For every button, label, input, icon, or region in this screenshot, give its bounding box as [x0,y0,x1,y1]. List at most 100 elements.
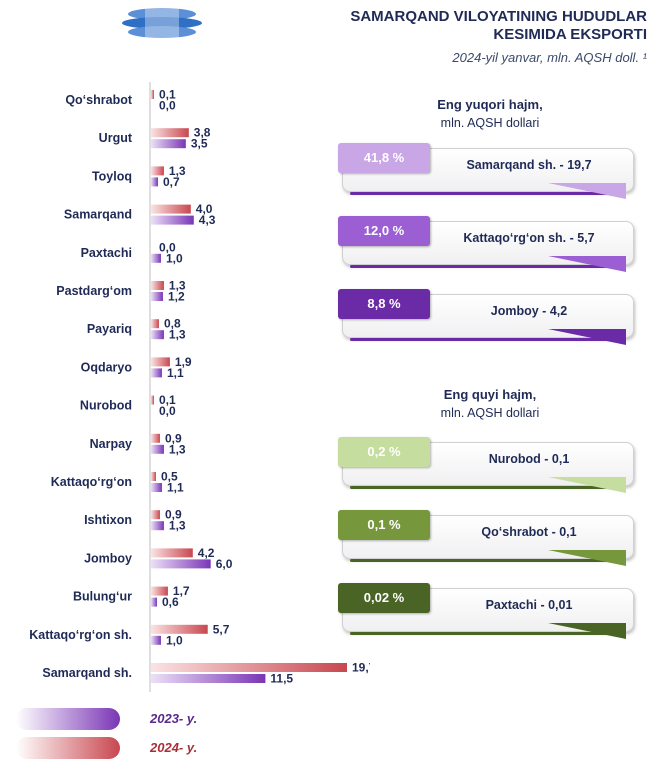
category-label: Narpay [90,437,132,451]
bar-2023 [151,253,161,263]
value-label-2024: 19,7 [352,661,370,675]
category-label: Samarqand sh. [42,666,132,680]
card-name: Nurobod - 0,1 [488,452,570,466]
bar-2024 [151,472,156,481]
card-tab-icon [548,256,626,272]
bar-2023 [151,177,158,187]
category-label: Nurobod [80,399,132,413]
bar-2024 [151,395,154,405]
value-label-2024: 0,5 [161,470,178,484]
card-tab-icon [548,550,626,566]
value-label-2023: 0,7 [163,175,180,189]
card-percent: 8,8 % [338,289,430,319]
card-tab-icon [548,329,626,345]
category-label: Oqdaryo [81,360,133,374]
card-name: Qo‘shrabot - 0,1 [481,525,577,539]
legend-swatch-2023 [16,708,120,730]
value-label-2024: 0,9 [165,431,182,445]
card-underline [350,265,620,268]
card-underline [350,486,620,489]
value-label-2023: 3,5 [191,137,208,151]
value-label-2024: 1,9 [175,355,192,369]
bar-2024 [151,90,154,99]
category-label: Urgut [99,131,133,145]
bar-2024 [151,357,170,367]
bar-2024 [151,510,160,520]
bar-2023 [151,559,211,569]
bottom-card-2: 0,1 % Qo‘shrabot - 0,1 [338,510,638,566]
top-section-heading: Eng yuqori hajm, mln. AQSH dollari [340,96,640,132]
value-label-2024: 1,7 [173,584,190,598]
value-label-2023: 1,3 [169,519,186,533]
value-label-2024: 0,1 [159,393,176,407]
bar-2023 [151,674,266,683]
bottom-heading-line-1: Eng quyi hajm, [443,387,537,402]
value-label-2024: 4,2 [198,546,215,560]
bar-2023 [151,521,164,531]
bar-2024 [151,281,164,290]
legend-swatch-2024 [16,737,120,759]
bar-2023 [151,597,157,607]
bottom-card-3: 0,02 % Paxtachi - 0,01 [338,583,638,639]
value-label-2023: 0,0 [159,99,176,113]
card-name: Jomboy - 4,2 [490,304,568,318]
card-percent: 12,0 % [338,216,430,246]
title-line-1: SAMARQAND VILOYATINING HUDUDLAR [350,8,647,25]
card-name: Samarqand sh. - 19,7 [466,158,592,172]
category-label: Kattaqo‘rg‘on sh. [29,628,132,642]
category-label: Toyloq [92,169,132,183]
category-label: Pastdarg‘om [56,284,132,298]
value-label-2023: 0,0 [159,404,176,418]
card-name: Paxtachi - 0,01 [485,598,573,612]
card-percent: 0,1 % [338,510,430,540]
bar-2024 [151,128,189,138]
category-label: Paxtachi [81,246,132,260]
value-label-2024: 3,8 [194,126,211,140]
bar-2024 [151,319,159,329]
bar-2023 [151,292,163,301]
category-label: Ishtixon [84,513,132,527]
top-card-3: 8,8 % Jomboy - 4,2 [338,289,638,345]
value-label-2024: 0,1 [159,88,176,102]
value-label-2024: 0,8 [164,317,181,331]
logo-icon [122,8,202,38]
category-label: Jomboy [84,551,132,565]
card-underline [350,632,620,635]
card-underline [350,338,620,341]
category-label: Payariq [87,322,132,336]
bar-2023 [151,444,164,454]
legend-label-2023: 2023- y. [150,711,198,726]
bar-2024 [151,433,160,443]
bar-2024 [151,586,168,596]
card-tab-icon [548,623,626,639]
card-tab-icon [548,477,626,493]
legend-label-2024: 2024- y. [150,740,198,755]
value-label-2024: 4,0 [196,202,213,216]
bar-2023 [151,635,161,645]
bar-2024 [151,204,191,214]
bar-2023 [151,139,186,149]
value-label-2024: 5,7 [213,622,230,636]
card-percent: 0,2 % [338,437,430,467]
card-underline [350,192,620,195]
value-label-2023: 1,3 [169,442,186,456]
card-tab-icon [548,183,626,199]
value-label-2023: 0,6 [162,595,179,609]
value-label-2024: 0,9 [165,508,182,522]
top-heading-line-1: Eng yuqori hajm, [437,97,543,112]
value-label-2023: 1,0 [166,251,183,265]
bottom-card-1: 0,2 % Nurobod - 0,1 [338,437,638,493]
value-label-2023: 6,0 [216,557,233,571]
bar-2024 [151,166,164,176]
bar-2024 [151,624,208,634]
card-underline [350,559,620,562]
value-label-2024: 1,3 [169,279,186,293]
bar-2024 [151,663,347,672]
value-label-2023: 1,1 [167,366,184,380]
bottom-section-heading: Eng quyi hajm, mln. AQSH dollari [340,386,640,422]
category-label: Samarqand [64,208,132,222]
value-label-2023: 11,5 [270,672,293,686]
bar-2023 [151,368,162,378]
card-percent: 41,8 % [338,143,430,173]
